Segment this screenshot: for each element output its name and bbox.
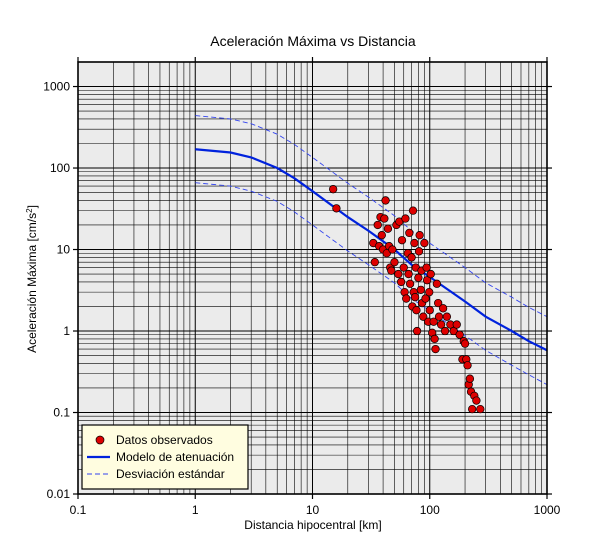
data-point	[438, 304, 448, 313]
data-point	[465, 374, 475, 383]
data-point	[388, 245, 397, 254]
x-tick-label: 0.1	[70, 503, 87, 517]
data-point	[380, 214, 389, 223]
data-point	[370, 257, 379, 267]
data-point	[404, 269, 413, 279]
data-point	[397, 236, 407, 245]
data-point	[425, 306, 434, 315]
data-point	[452, 320, 461, 329]
data-point	[460, 339, 470, 348]
data-point	[468, 404, 477, 414]
data-point	[412, 326, 422, 336]
data-point	[405, 279, 415, 288]
data-layer	[195, 115, 547, 414]
y-tick-label: 0.1	[53, 406, 70, 420]
data-point	[472, 396, 481, 405]
data-point	[426, 269, 435, 279]
data-point	[383, 224, 393, 233]
data-point	[429, 317, 438, 326]
data-point	[410, 238, 419, 248]
data-point	[436, 320, 446, 329]
data-point	[332, 204, 341, 213]
data-point	[476, 404, 485, 414]
data-point	[387, 266, 396, 275]
data-point	[440, 326, 450, 336]
attenuation-model-line	[195, 148, 547, 352]
y-tick-label: 10	[57, 243, 71, 257]
y-axis-label-main: Aceleración Máxima [cm/s	[25, 213, 39, 353]
data-point	[442, 312, 452, 321]
data-point	[394, 269, 403, 279]
chart-title: Aceleración Máxima vs Distancia	[210, 33, 416, 49]
data-point	[421, 294, 430, 303]
data-point	[390, 257, 399, 267]
data-point	[414, 247, 424, 256]
y-axis-label-tail: ]	[25, 205, 39, 208]
x-tick-label: 1000	[534, 503, 561, 517]
data-point	[407, 253, 416, 262]
y-tick-label: 100	[50, 161, 70, 175]
data-point	[455, 330, 464, 339]
data-point	[431, 344, 440, 354]
y-axis-label: Aceleración Máxima [cm/s2]	[25, 205, 40, 353]
y-axis-label-superscript: 2	[25, 208, 34, 213]
y-tick-label: 1	[63, 324, 70, 338]
data-point	[422, 276, 432, 285]
legend: Datos observados Modelo de atenuación Desv…	[81, 424, 249, 490]
data-point	[405, 228, 414, 238]
data-point	[414, 273, 423, 282]
data-point	[425, 287, 434, 297]
axes	[73, 57, 552, 499]
y-tick-label: 1000	[43, 80, 70, 94]
data-point	[401, 214, 410, 223]
data-point	[422, 263, 431, 272]
data-point	[408, 206, 418, 215]
data-point	[377, 231, 386, 240]
data-point	[373, 220, 382, 230]
y-tick-label: 0.01	[47, 487, 71, 501]
legend-label: Modelo de atenuación	[116, 450, 234, 464]
data-point	[432, 279, 442, 288]
x-tick-label: 100	[420, 503, 440, 517]
grid	[77, 61, 547, 495]
std-deviation-line-2	[195, 182, 547, 385]
tick-labels: 0.1 1 10 100 1000 0.01 0.1 1 10 100 1000	[43, 80, 560, 517]
data-point	[434, 298, 443, 308]
std-deviation-line-1	[195, 115, 547, 318]
x-tick-label: 10	[306, 503, 320, 517]
data-point	[416, 285, 426, 294]
data-point	[399, 263, 408, 272]
legend-label: Desviación estándar	[116, 467, 225, 481]
data-point	[381, 196, 390, 205]
legend-marker-icon	[95, 435, 105, 445]
data-point	[412, 306, 421, 315]
data-point	[420, 238, 429, 248]
data-point	[463, 361, 472, 370]
data-point	[419, 312, 428, 321]
data-point	[402, 294, 411, 303]
data-point	[430, 334, 439, 344]
data-point	[434, 312, 444, 321]
data-point	[410, 293, 420, 302]
data-point	[396, 277, 406, 287]
x-axis-label: Distancia hipocentral [km]	[244, 518, 381, 532]
x-tick-label: 1	[192, 503, 199, 517]
legend-label: Datos observados	[116, 433, 213, 447]
data-point	[415, 231, 424, 240]
data-point	[328, 185, 338, 194]
